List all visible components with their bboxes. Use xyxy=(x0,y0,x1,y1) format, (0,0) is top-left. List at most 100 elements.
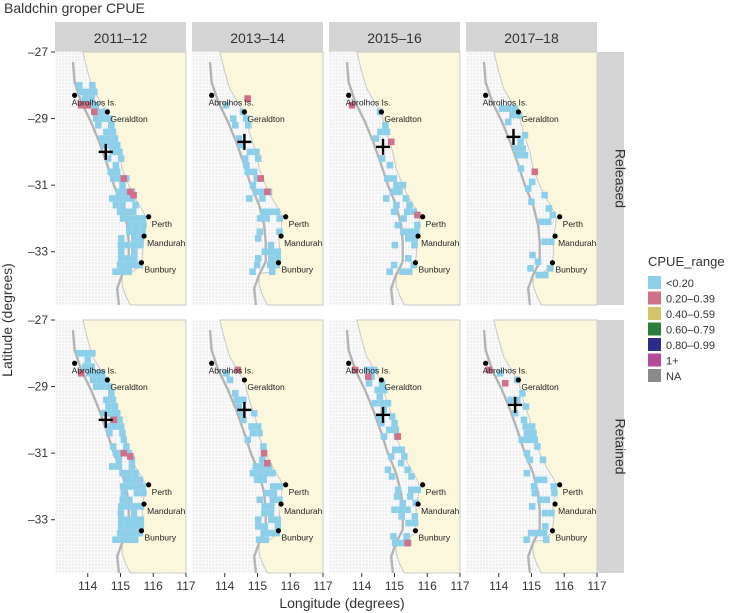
cpue-cell xyxy=(378,379,386,387)
cpue-cell xyxy=(116,529,124,537)
cpue-cell xyxy=(537,496,544,504)
place-marker xyxy=(241,377,247,383)
cpue-cell xyxy=(137,235,145,242)
legend-label: 1+ xyxy=(666,356,679,368)
cpue-cell xyxy=(377,128,384,136)
cpue-cell xyxy=(133,489,141,497)
place-label: Perth xyxy=(426,219,447,229)
place-marker xyxy=(275,528,282,534)
cpue-cell xyxy=(507,396,515,404)
x-tick-label: 117 xyxy=(587,579,606,593)
cpue-cell xyxy=(393,493,401,500)
cpue-cell xyxy=(127,221,134,229)
cpue-cell xyxy=(259,188,266,196)
cpue-cell xyxy=(414,486,422,494)
cpue-cell xyxy=(274,248,282,256)
cpue-cell xyxy=(117,155,125,162)
cpue-cell xyxy=(517,138,524,146)
x-axis-title: Longitude (degrees) xyxy=(279,595,404,611)
place-label: Geraldton xyxy=(110,382,148,392)
cpue-cell xyxy=(124,241,131,249)
cpue-cell xyxy=(117,423,125,430)
cpue-cell xyxy=(261,503,268,510)
cpue-cell xyxy=(528,198,535,206)
cpue-cell xyxy=(496,369,504,377)
facet-label: 2011–12 xyxy=(94,30,148,46)
cpue-cell xyxy=(400,228,407,236)
cpue-cell xyxy=(389,188,397,196)
place-label: Abrolhos Is. xyxy=(72,97,117,107)
cpue-cell xyxy=(523,469,531,477)
cpue-cell xyxy=(394,221,402,229)
cpue-cell xyxy=(139,228,146,236)
place-marker xyxy=(241,109,247,115)
cpue-cell xyxy=(535,271,542,279)
cpue-cell xyxy=(130,523,138,530)
cpue-cell xyxy=(120,449,128,457)
cpue-cell xyxy=(540,529,548,537)
cpue-cell xyxy=(111,135,119,142)
cpue-cell xyxy=(261,509,268,517)
cpue-cell xyxy=(549,211,557,219)
cpue-cell xyxy=(528,178,536,186)
cpue-cell xyxy=(404,506,411,514)
cpue-cell xyxy=(386,161,394,169)
cpue-cell xyxy=(88,363,95,370)
cpue-cell xyxy=(132,469,139,477)
place-label: Bunbury xyxy=(144,533,176,543)
place-marker xyxy=(72,92,78,98)
cpue-cell xyxy=(84,101,92,109)
cpue-cell xyxy=(375,413,383,420)
cpue-cell xyxy=(414,211,421,219)
place-marker xyxy=(552,233,558,239)
cpue-cell xyxy=(132,228,140,236)
cpue-cell xyxy=(130,509,138,517)
cpue-cell xyxy=(406,228,414,236)
cpue-cell xyxy=(244,436,251,444)
cpue-cell xyxy=(243,115,250,122)
x-tick-label: 115 xyxy=(248,579,267,593)
cpue-cell xyxy=(125,536,132,544)
cpue-cell xyxy=(249,268,256,276)
cpue-cell xyxy=(109,463,116,470)
cpue-cell xyxy=(112,449,120,457)
cpue-cell xyxy=(117,523,125,530)
place-marker xyxy=(415,233,421,239)
y-tick-label: –27 xyxy=(28,313,48,327)
cpue-cell xyxy=(115,195,123,202)
cpue-cell xyxy=(98,369,106,377)
cpue-cell xyxy=(374,386,382,394)
cpue-cell xyxy=(118,536,126,544)
cpue-cell xyxy=(116,175,124,182)
cpue-cell xyxy=(411,235,419,242)
x-tick-label: 114 xyxy=(78,579,97,593)
y-tick-label: –31 xyxy=(28,178,48,192)
depth-contour xyxy=(345,61,404,306)
cpue-cell xyxy=(124,523,131,530)
cpue-cell xyxy=(137,523,145,530)
cpue-cell xyxy=(119,215,127,222)
cpue-cell xyxy=(402,195,410,202)
facet-strip xyxy=(329,22,460,52)
cpue-cell xyxy=(254,523,262,530)
facet-label: 2015–16 xyxy=(367,30,422,46)
depth-contour xyxy=(208,61,267,306)
place-marker xyxy=(415,501,421,507)
place-marker xyxy=(278,233,284,239)
cpue-cell xyxy=(387,138,395,146)
cpue-cell xyxy=(364,366,371,374)
cpue-cell xyxy=(531,436,539,444)
place-label: Abrolhos Is. xyxy=(346,365,391,375)
cpue-cell xyxy=(504,118,512,126)
cpue-cell xyxy=(107,168,114,176)
cpue-cell xyxy=(273,208,281,216)
cpue-cell xyxy=(129,529,137,537)
cpue-cell xyxy=(264,459,271,467)
x-tick-label: 115 xyxy=(385,579,404,593)
cpue-cell xyxy=(92,383,100,390)
place-label: Mandurah xyxy=(284,506,323,516)
place-label: Bunbury xyxy=(281,265,313,275)
cpue-cell xyxy=(534,443,541,450)
map-panel-0-2: Abrolhos Is. Geraldton Perth Mandurah Bunbur… xyxy=(328,51,461,306)
cpue-cell xyxy=(509,111,516,119)
